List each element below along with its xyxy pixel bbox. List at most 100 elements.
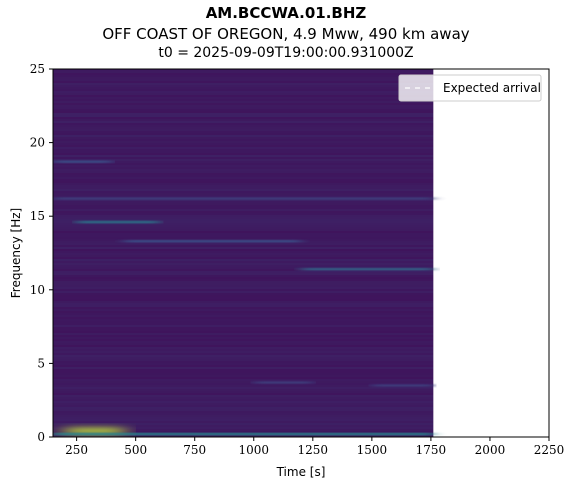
spectrogram-row (53, 231, 434, 233)
spectrogram-row (53, 177, 434, 179)
spectrogram-row (53, 149, 434, 151)
spectrogram-row (53, 417, 434, 419)
spectrogram-row (53, 247, 434, 249)
spectrogram-row (53, 399, 434, 401)
spectrogram-row (53, 387, 434, 389)
spectrogram-row (53, 95, 434, 97)
spectrogram-row (53, 243, 434, 245)
spectrogram-row (53, 315, 434, 317)
spectrogram-row (53, 161, 434, 163)
spectrogram-row (53, 395, 434, 397)
spectrogram-row (53, 195, 434, 197)
spectrogram-row (53, 313, 434, 315)
spectrogram-row (53, 369, 434, 371)
spectrogram-row (53, 347, 434, 349)
spectrogram-row (53, 365, 434, 367)
legend-entry-expected-arrival: Expected arrival (443, 81, 541, 95)
spectrogram-row (53, 111, 434, 113)
spectrogram-row (53, 355, 434, 357)
x-tick-label: 2000 (475, 443, 506, 457)
spectrogram-row (53, 269, 434, 271)
spectrogram-row (53, 147, 434, 149)
spectrogram-row (53, 101, 434, 103)
spectrogram-row (53, 77, 434, 79)
spectrogram-row (53, 359, 434, 361)
spectrogram-row (53, 307, 434, 309)
spectrogram-row (53, 253, 434, 255)
spectrogram-row (53, 289, 434, 291)
spectrogram-row (53, 379, 434, 381)
spectrogram-row (53, 167, 434, 169)
spectrogram-row (53, 249, 434, 251)
spectrogram-row (53, 377, 434, 379)
y-tick-label: 20 (30, 136, 45, 150)
spectrogram-row (53, 407, 434, 409)
spectrogram-row (53, 143, 434, 145)
spectrogram-row (53, 335, 434, 337)
spectrogram-row (53, 169, 434, 171)
spectrogram-row (53, 145, 434, 147)
spectrogram-row (53, 183, 434, 185)
x-tick-label: 500 (124, 443, 147, 457)
spectrogram-row (53, 225, 434, 227)
spectrogram-row (53, 221, 434, 223)
spectrogram-row (53, 339, 434, 341)
spectrogram-row (53, 329, 434, 331)
x-tick-label: 1000 (238, 443, 269, 457)
spectrogram-row (53, 283, 434, 285)
spectrogram-row (53, 381, 434, 383)
spectrogram-row (53, 341, 434, 343)
spectrogram-band-2 (76, 220, 160, 224)
chart-time-origin: t0 = 2025-09-09T19:00:00.931000Z (158, 45, 414, 61)
spectrogram-row (53, 279, 434, 281)
spectrogram-row (53, 93, 434, 95)
spectrogram-row (53, 153, 434, 155)
spectrogram-row (53, 331, 434, 333)
y-tick-label: 25 (30, 62, 45, 76)
spectrogram-row (53, 271, 434, 273)
spectrogram-row (53, 219, 434, 221)
spectrogram-band-8 (53, 432, 434, 436)
spectrogram-row (53, 73, 434, 75)
spectrogram-row (53, 431, 434, 433)
spectrogram-row (53, 419, 434, 421)
spectrogram-row (53, 425, 434, 427)
spectrogram-row (53, 397, 434, 399)
spectrogram-row (53, 209, 434, 211)
spectrogram-image (53, 69, 434, 437)
spectrogram-row (53, 69, 434, 71)
spectrogram-row (53, 71, 434, 73)
spectrogram-band-7 (64, 427, 124, 436)
spectrogram-row (53, 201, 434, 203)
spectrogram-row (53, 179, 434, 181)
spectrogram-row (53, 327, 434, 329)
spectrogram-row (53, 309, 434, 311)
spectrogram-row (53, 403, 434, 405)
spectrogram-row (53, 233, 434, 235)
spectrogram-row (53, 295, 434, 297)
spectrogram-row (53, 99, 434, 101)
spectrogram-row (53, 423, 434, 425)
spectrogram-row (53, 373, 434, 375)
spectrogram-row (53, 129, 434, 131)
spectrogram-row (53, 389, 434, 391)
spectrogram-row (53, 343, 434, 345)
spectrogram-row (53, 199, 434, 201)
spectrogram-row (53, 421, 434, 423)
y-axis: 0 5 10 15 20 25 (30, 62, 53, 444)
spectrogram-row (53, 305, 434, 307)
spectrogram-row (53, 409, 434, 411)
spectrogram-band-6 (371, 384, 434, 387)
spectrogram-row (53, 255, 434, 257)
spectrogram-texture (53, 69, 434, 437)
spectrogram-row (53, 391, 434, 393)
spectrogram-row (53, 229, 434, 231)
spectrogram-row (53, 337, 434, 339)
spectrogram-row (53, 137, 434, 139)
spectrogram-row (53, 103, 434, 105)
spectrogram-row (53, 123, 434, 125)
spectrogram-row (53, 367, 434, 369)
spectrogram-row (53, 435, 434, 437)
y-tick-label: 5 (37, 356, 45, 370)
spectrogram-row (53, 353, 434, 355)
